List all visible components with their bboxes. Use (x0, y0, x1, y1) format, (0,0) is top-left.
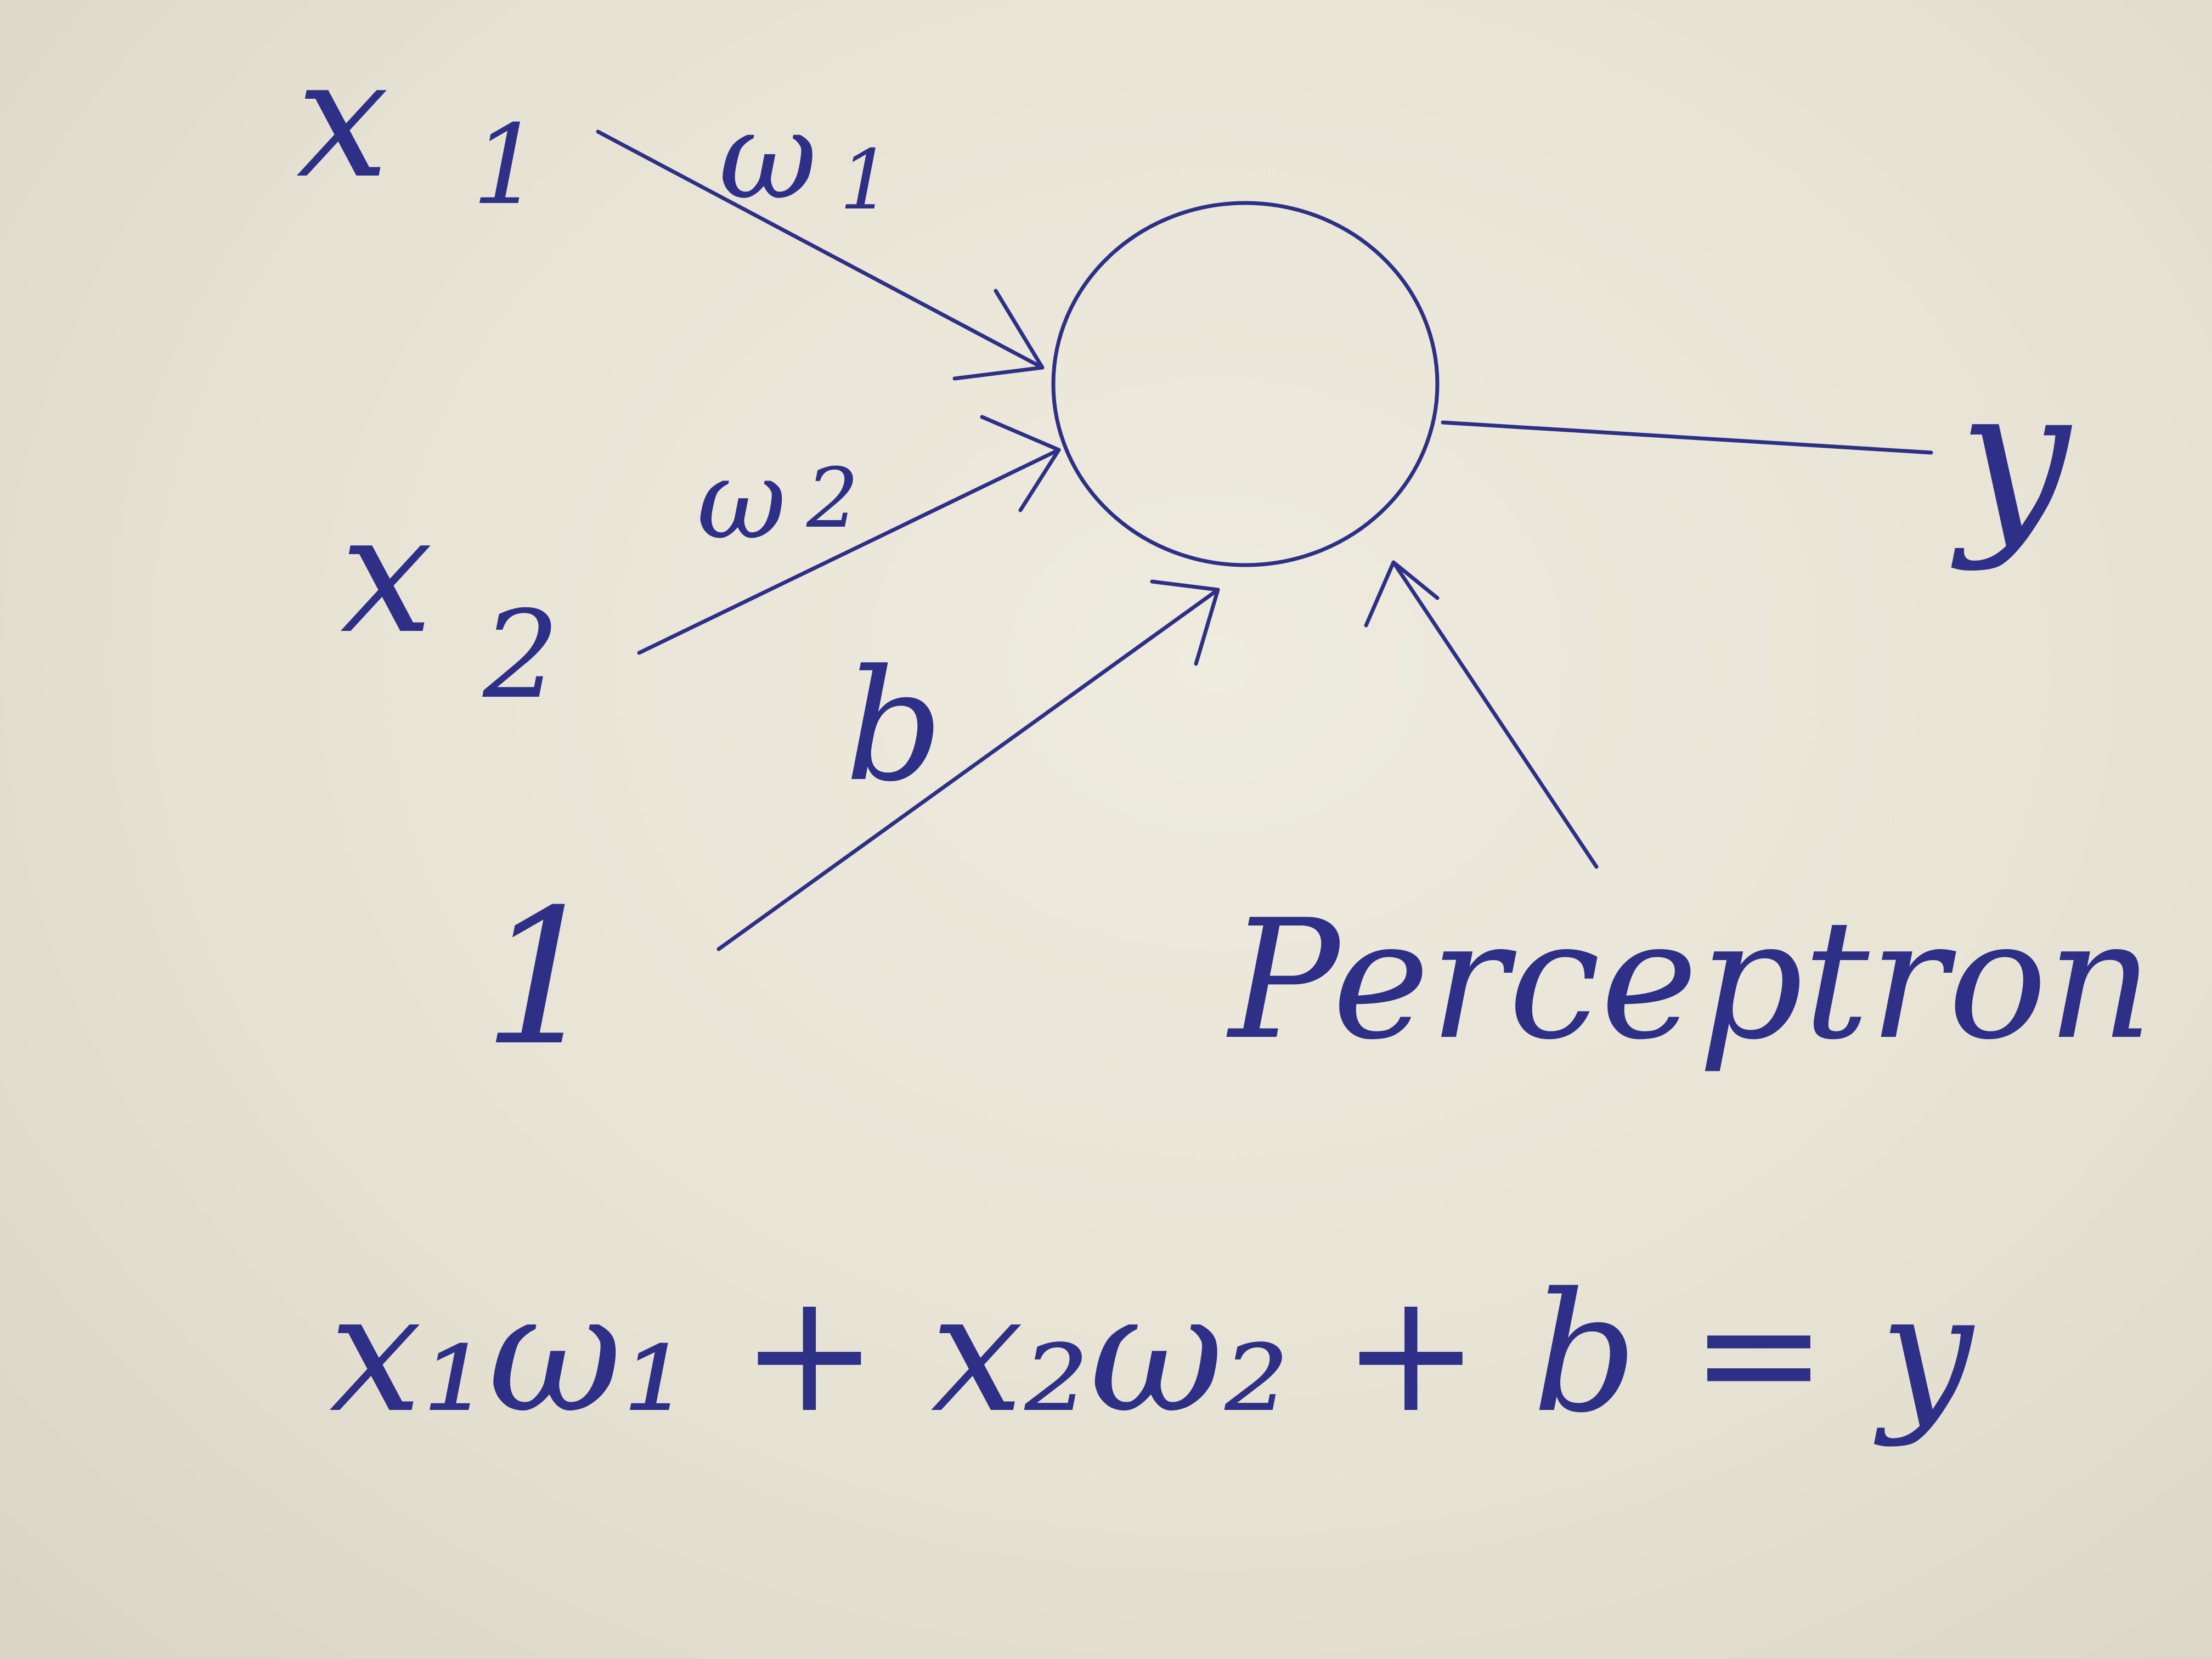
connections (596, 129, 1933, 951)
input-x1-label: x (296, 23, 389, 215)
perceptron-node (1051, 201, 1440, 567)
edge-x2-to-node (637, 448, 1061, 655)
edge-x1-to-node (596, 129, 1045, 370)
input-x1-subscript: 1 (472, 101, 541, 229)
bias-input-label: 1 (483, 870, 601, 1087)
input-x2-label: x (340, 478, 433, 670)
edge-label-to-node (1391, 560, 1599, 869)
perceptron-equation: x₁ω₁ + x₂ω₂ + b = y (329, 1257, 1975, 1449)
arrowhead-x2 (980, 415, 1061, 512)
perceptron-label: Perceptron (1226, 884, 2153, 1076)
arrowhead-bias (1150, 579, 1220, 666)
weight-w1-subscript: 1 (839, 133, 891, 228)
bias-weight-label: b (845, 637, 943, 816)
weight-w1-label: ω (719, 86, 817, 226)
edge-bias-to-node (716, 588, 1220, 951)
arrowhead-label (1364, 560, 1440, 628)
weight-w2-label: ω (697, 436, 786, 564)
weight-w2-subscript: 2 (806, 451, 859, 546)
output-y-label: y (1949, 343, 2073, 573)
input-x2-subscript: 2 (482, 585, 560, 725)
edge-node-to-output (1441, 420, 1933, 455)
arrowhead-x1 (952, 289, 1045, 381)
